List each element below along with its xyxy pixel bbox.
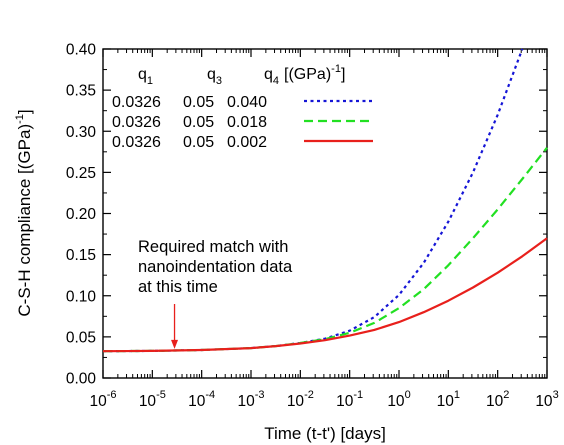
legend-header-q4: q4 [(GPa)-1] [264, 63, 345, 87]
x-tick-base: 10 [437, 393, 455, 410]
x-tick-base: 10 [387, 393, 405, 410]
legend-q3-value: 0.05 [183, 94, 214, 111]
y-tick-label: 0.00 [66, 371, 97, 388]
legend-q4-value: 0.018 [227, 114, 267, 131]
legend-q3-value: 0.05 [183, 134, 214, 151]
x-tick-label: 10-5 [139, 389, 166, 410]
annotation-text-line: nanoindentation data [138, 258, 293, 276]
axis-ticks [102, 48, 548, 379]
y-axis-label: C-S-H compliance [(GPa)-1] [14, 109, 34, 316]
x-tick-base: 10 [237, 393, 255, 410]
legend-q3-value: 0.05 [183, 114, 214, 131]
x-tick-base: 10 [89, 393, 107, 410]
y-tick-label: 0.25 [66, 165, 96, 182]
x-tick-labels: 10-6 10-5 10-4 10-3 10-2 10-1 100 101 102 103 [89, 389, 558, 410]
x-tick-base: 10 [139, 393, 157, 410]
x-tick-exp: -6 [107, 389, 117, 401]
x-tick-base: 10 [535, 393, 553, 410]
legend-q1-value: 0.0326 [112, 134, 161, 151]
y-tick-label: 0.10 [66, 288, 97, 305]
annotation-text-line: Required match with [138, 238, 288, 256]
x-tick-label: 101 [437, 389, 460, 410]
plot-frame [102, 48, 548, 379]
x-tick-label: 10-4 [188, 389, 215, 410]
y-tick-label: 0.15 [66, 247, 96, 264]
legend-header-q1: q1 [138, 66, 153, 87]
x-tick-exp: 2 [503, 389, 509, 401]
y-tick-label: 0.05 [66, 329, 96, 346]
legend-q1-value: 0.0326 [112, 94, 161, 111]
x-tick-exp: -2 [304, 389, 314, 401]
x-tick-label: 100 [387, 389, 410, 410]
x-tick-label: 10-3 [237, 389, 264, 410]
x-tick-label: 10-2 [287, 389, 314, 410]
x-tick-label: 10-1 [336, 389, 363, 410]
legend-header-q3: q3 [207, 66, 222, 87]
annotation-text-line: at this time [138, 278, 218, 296]
series-line-q4-0.002 [102, 237, 548, 353]
x-tick-exp: -5 [156, 389, 166, 401]
legend-q1-value: 0.0326 [112, 114, 161, 131]
annotation: Required match with nanoindentation data a… [138, 238, 293, 349]
x-tick-exp: -1 [353, 389, 363, 401]
x-tick-exp: 3 [553, 389, 559, 401]
x-tick-base: 10 [287, 393, 305, 410]
legend-rows: 0.0326 0.05 0.040 0.0326 0.05 0.018 0.0326 0.05… [112, 94, 373, 151]
x-tick-exp: 1 [454, 389, 460, 401]
y-tick-label: 0.30 [66, 124, 97, 141]
y-tick-labels: 0.00 0.05 0.10 0.15 0.20 0.25 0.30 0.35 0.40 [66, 42, 97, 388]
x-tick-base: 10 [336, 393, 354, 410]
y-axis-label-sup: -1 [14, 114, 26, 124]
y-tick-label: 0.40 [66, 42, 97, 59]
y-axis-label-close: ] [15, 109, 34, 114]
y-tick-label: 0.35 [66, 83, 96, 100]
series-line-q4-0.018 [102, 147, 548, 353]
x-tick-exp: -3 [255, 389, 265, 401]
x-tick-label: 103 [535, 389, 558, 410]
series-lines [102, 48, 548, 353]
series-line-q4-0.04 [102, 48, 524, 353]
legend-q4-value: 0.002 [227, 134, 267, 151]
x-tick-base: 10 [188, 393, 206, 410]
x-tick-label: 102 [486, 389, 509, 410]
y-axis-label-main: C-S-H compliance [(GPa) [15, 124, 34, 317]
x-axis-label: Time (t-t') [days] [264, 424, 386, 443]
y-tick-label: 0.20 [66, 206, 97, 223]
x-tick-label: 10-6 [89, 389, 116, 410]
legend-q4-value: 0.040 [227, 94, 267, 111]
x-tick-exp: 0 [405, 389, 411, 401]
x-tick-exp: -4 [205, 389, 215, 401]
annotation-arrow-head [171, 339, 179, 349]
x-tick-base: 10 [486, 393, 504, 410]
